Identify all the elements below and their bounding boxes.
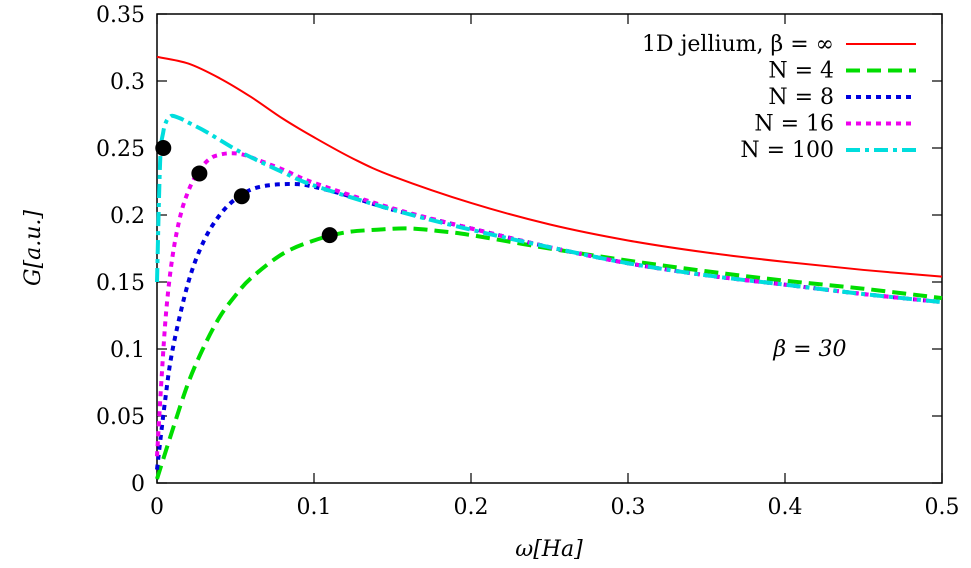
data-marker (233, 188, 250, 205)
beta-annotation: β = 30 (772, 337, 846, 362)
data-marker (191, 165, 208, 182)
legend-label: N = 16 (754, 112, 834, 137)
x-tick-label: 0.2 (454, 495, 489, 520)
legend-label: N = 100 (740, 138, 834, 163)
data-marker (155, 140, 172, 156)
legend-label: N = 8 (768, 85, 834, 110)
data-markers (155, 140, 338, 244)
legend: 1D jellium, β = ∞N = 4N = 8N = 16N = 100 (642, 32, 916, 163)
y-tick-label: 0.2 (110, 204, 145, 229)
y-tick-label: 0.15 (96, 271, 145, 296)
series-line-2 (155, 181, 943, 470)
data-marker (321, 227, 338, 244)
series-line-3 (155, 151, 943, 457)
y-tick-label: 0.1 (110, 338, 145, 363)
y-tick-label: 0.25 (96, 137, 145, 162)
series-line-4 (155, 113, 943, 305)
x-tick-label: 0.5 (925, 495, 960, 520)
x-axis-label: ω[Ha] (515, 537, 583, 562)
x-tick-label: 0.4 (768, 495, 803, 520)
y-tick-label: 0.35 (96, 3, 145, 28)
series-lines (155, 55, 943, 480)
legend-label: N = 4 (768, 59, 834, 84)
x-tick-label: 0.3 (611, 495, 646, 520)
y-tick-label: 0 (131, 472, 145, 497)
series-line-1 (155, 226, 943, 480)
y-axis-label: G[a.u.] (21, 210, 46, 286)
x-tick-label: 0 (150, 495, 164, 520)
series-line-0 (156, 55, 943, 278)
y-tick-label: 0.3 (110, 70, 145, 95)
y-tick-label: 0.05 (96, 405, 145, 430)
legend-label: 1D jellium, β = ∞ (642, 32, 834, 57)
axes-ticks: 0 0.1 0.2 0.3 0.4 0.5 0 0.05 0.1 0.15 0.2 0.25 0.3 0.… (96, 3, 959, 520)
x-tick-label: 0.1 (297, 495, 332, 520)
